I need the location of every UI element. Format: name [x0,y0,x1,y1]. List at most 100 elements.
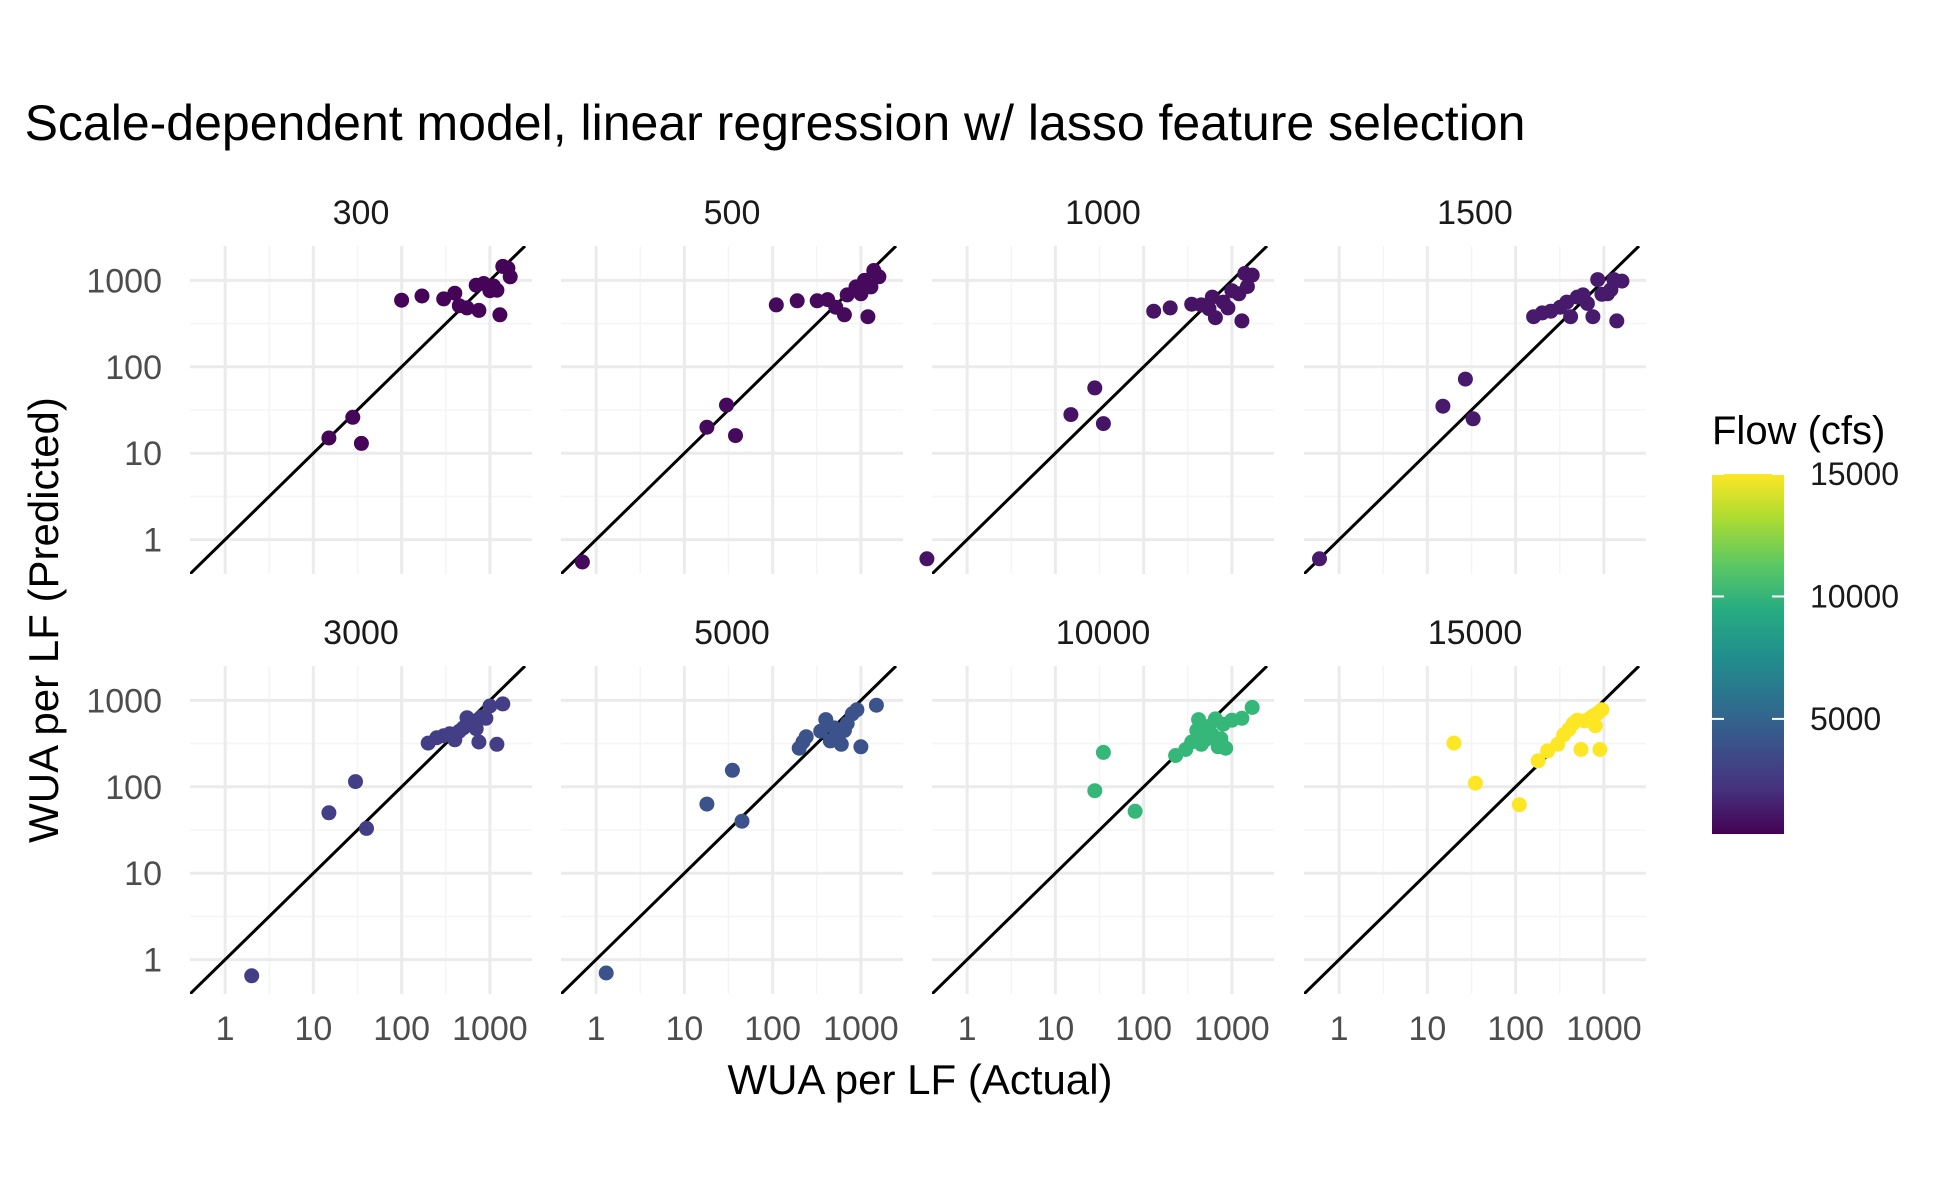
facet-label: 500 [704,194,761,232]
facet-label: 3000 [323,614,399,652]
colorbar [1712,474,1784,834]
data-point [478,710,494,726]
data-point [1218,740,1234,756]
x-tick-label: 1000 [1194,1010,1270,1048]
y-tick-label: 1 [143,942,162,980]
data-point [789,293,805,309]
data-point [1312,551,1327,567]
facet-label: 5000 [694,614,770,652]
data-point [348,774,363,790]
facet-label: 15000 [1428,614,1523,652]
facet-panel-15000: 15000 1 10 100 1000 [1304,614,1646,1048]
x-tick-label: 1 [958,1010,977,1048]
data-point [482,698,498,714]
data-point [836,307,852,323]
data-point [495,696,511,712]
data-point [1087,380,1103,396]
data-point [471,734,487,750]
data-point [447,285,463,301]
data-point [1592,742,1608,757]
data-point [833,736,849,752]
data-point [471,302,487,318]
x-tick-label: 1 [587,1010,606,1048]
data-point [502,269,518,285]
data-point [853,739,869,755]
data-point [321,805,337,821]
x-tick-label: 10 [665,1010,703,1048]
data-point [1095,416,1111,432]
data-point [1244,699,1260,715]
y-tick-label: 100 [105,349,162,387]
color-legend: Flow (cfs) 5000 10000 15000 [1712,409,1899,834]
data-point [489,736,505,752]
data-point [436,291,452,307]
legend-ticks: 5000 10000 15000 [1712,456,1899,737]
data-point [1590,272,1606,288]
x-tick-label: 10 [1408,1010,1446,1048]
data-point [1244,267,1260,283]
x-tick-label: 1000 [1566,1010,1642,1048]
facet-panel-10000: 10000 1 10 100 1000 [932,614,1274,1048]
x-tick-label: 10 [294,1010,332,1048]
data-point [574,554,590,570]
x-tick-label: 1 [1330,1010,1349,1048]
facet-label: 1500 [1437,194,1513,232]
y-tick-label: 1000 [86,682,162,720]
facet-label: 300 [333,194,390,232]
data-point [798,729,814,745]
data-point [459,300,475,316]
x-tick-label: 100 [744,1010,801,1048]
y-axis-title: WUA per LF (Predicted) [20,397,67,843]
data-point [699,796,715,812]
facet-panel-500: 500 [561,194,903,574]
data-point [719,397,734,413]
data-point [1435,398,1451,414]
data-point [359,820,374,836]
data-point [1207,310,1223,326]
x-tick-label: 1000 [823,1010,899,1048]
legend-title: Flow (cfs) [1712,409,1885,453]
data-point [871,269,887,285]
data-point [598,965,614,981]
data-point [1239,279,1255,294]
data-point [1457,371,1473,387]
data-point [868,697,884,713]
data-point [489,282,505,298]
data-point [1614,273,1630,289]
data-point [860,309,876,325]
data-point [734,813,750,829]
y-tick-label: 10 [124,855,162,893]
data-point [724,762,740,778]
data-point [1234,313,1250,329]
data-point [1587,718,1603,734]
facet-label: 10000 [1056,614,1151,652]
data-point [1467,775,1483,791]
data-point [321,430,337,446]
data-point [863,279,879,295]
facet-panel-300: 300 1 10 100 1000 [86,194,532,574]
data-point [1095,744,1111,760]
data-point [1573,742,1589,757]
facet-label: 1000 [1065,194,1141,232]
x-axis-title: WUA per LF (Actual) [727,1056,1112,1103]
data-point [728,428,743,444]
facet-panel-3000: 3000 1 10 100 1000 1 10 100 1000 [86,614,532,1048]
facet-panel-1500: 1500 [1304,194,1646,574]
data-point [1162,300,1178,316]
data-point [1594,702,1610,718]
x-tick-label: 100 [373,1010,430,1048]
data-point [1530,753,1546,769]
y-tick-label: 1 [143,522,162,560]
data-point [414,288,430,304]
x-tick-label: 10 [1036,1010,1074,1048]
data-point [353,435,369,451]
data-point [394,292,410,308]
data-point [919,551,935,567]
data-point [1465,411,1481,427]
legend-tick-label: 15000 [1810,456,1899,492]
x-tick-label: 1000 [452,1010,528,1048]
data-point [1609,313,1625,329]
y-tick-label: 10 [124,435,162,473]
facet-panel-1000: 1000 [919,194,1274,574]
